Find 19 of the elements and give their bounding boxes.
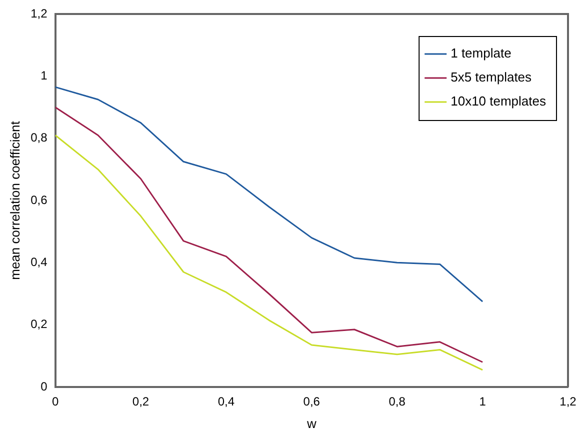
x-tick-label: 1 bbox=[479, 394, 486, 409]
y-axis-title: mean correlation coefficient bbox=[7, 120, 22, 280]
y-tick-label: 0,4 bbox=[30, 254, 48, 269]
x-tick-label: 1,2 bbox=[560, 394, 577, 409]
y-tick-label: 0,2 bbox=[30, 317, 48, 332]
y-tick-label: 0,6 bbox=[30, 192, 48, 207]
y-tick-label: 1,2 bbox=[30, 6, 48, 20]
y-tick-label: 0 bbox=[40, 379, 48, 394]
legend-label: 1 template bbox=[450, 46, 512, 61]
legend-label: 10x10 templates bbox=[450, 94, 546, 109]
x-tick-label: 0,2 bbox=[132, 394, 150, 409]
x-tick-label: 0 bbox=[52, 394, 59, 409]
x-tick-label: 0,6 bbox=[303, 394, 320, 409]
y-tick-label: 1 bbox=[40, 68, 48, 82]
x-axis-title: w bbox=[306, 416, 317, 431]
legend-label: 5x5 templates bbox=[450, 70, 532, 85]
x-tick-label: 0,8 bbox=[388, 394, 406, 409]
y-tick-label: 0,8 bbox=[30, 130, 48, 145]
x-tick-label: 0,4 bbox=[218, 394, 235, 409]
